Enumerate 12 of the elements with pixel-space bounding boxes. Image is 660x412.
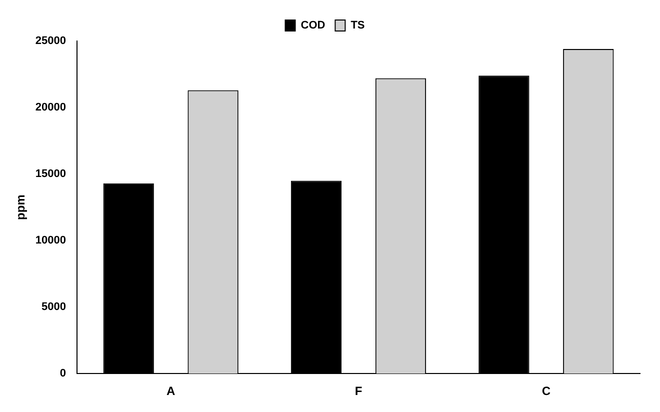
y-tick-label: 10000 [35,234,66,247]
legend-label: TS [350,20,365,32]
y-tick-label: 5000 [42,301,66,314]
x-tick-label: C [542,384,551,398]
y-tick-label: 0 [60,368,66,380]
y-tick-label: 25000 [35,35,66,48]
legend-label: COD [300,20,326,32]
x-tick-label: A [166,384,176,398]
x-tick-label: F [354,384,362,398]
y-axis-title: ppm [14,194,28,220]
y-tick-label: 15000 [35,168,66,180]
y-tick-label: 20000 [35,102,66,114]
